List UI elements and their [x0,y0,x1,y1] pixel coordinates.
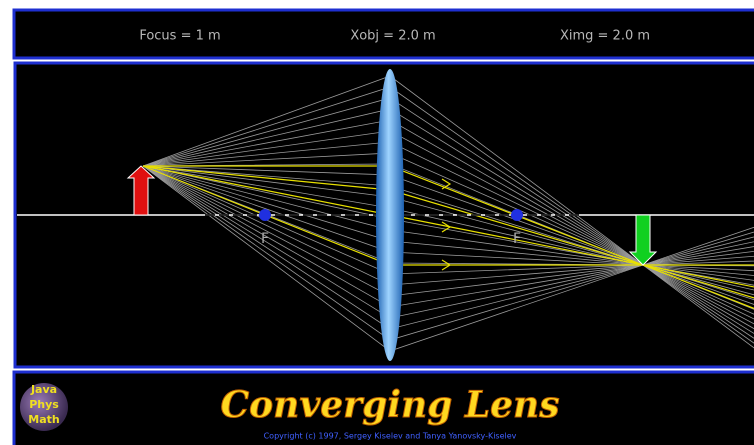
copyright: Copyright (c) 1997, Sergey Kiselev and T… [264,432,517,441]
ray [441,221,452,233]
ray [441,178,452,190]
ximg-label: Ximg = 2.0 m [560,29,650,44]
focal-point[interactable] [259,209,271,221]
app-title: Converging Lens [220,384,559,426]
object-arrow[interactable] [126,165,156,216]
header-panel [12,8,754,60]
focus-mark: F [261,231,269,247]
focal-point[interactable] [511,209,523,221]
focus-mark: F [513,231,521,247]
image-arrow [628,214,658,266]
logo-text: Math [28,413,59,426]
footer-panel [12,370,754,445]
ray [441,259,452,271]
logo [20,383,68,431]
logo-text: Java [30,383,57,396]
xobj-label: Xobj = 2.0 m [350,29,435,44]
focus-label: Focus = 1 m [139,29,220,44]
lens[interactable] [376,69,404,361]
logo-text: Phys [29,398,59,411]
